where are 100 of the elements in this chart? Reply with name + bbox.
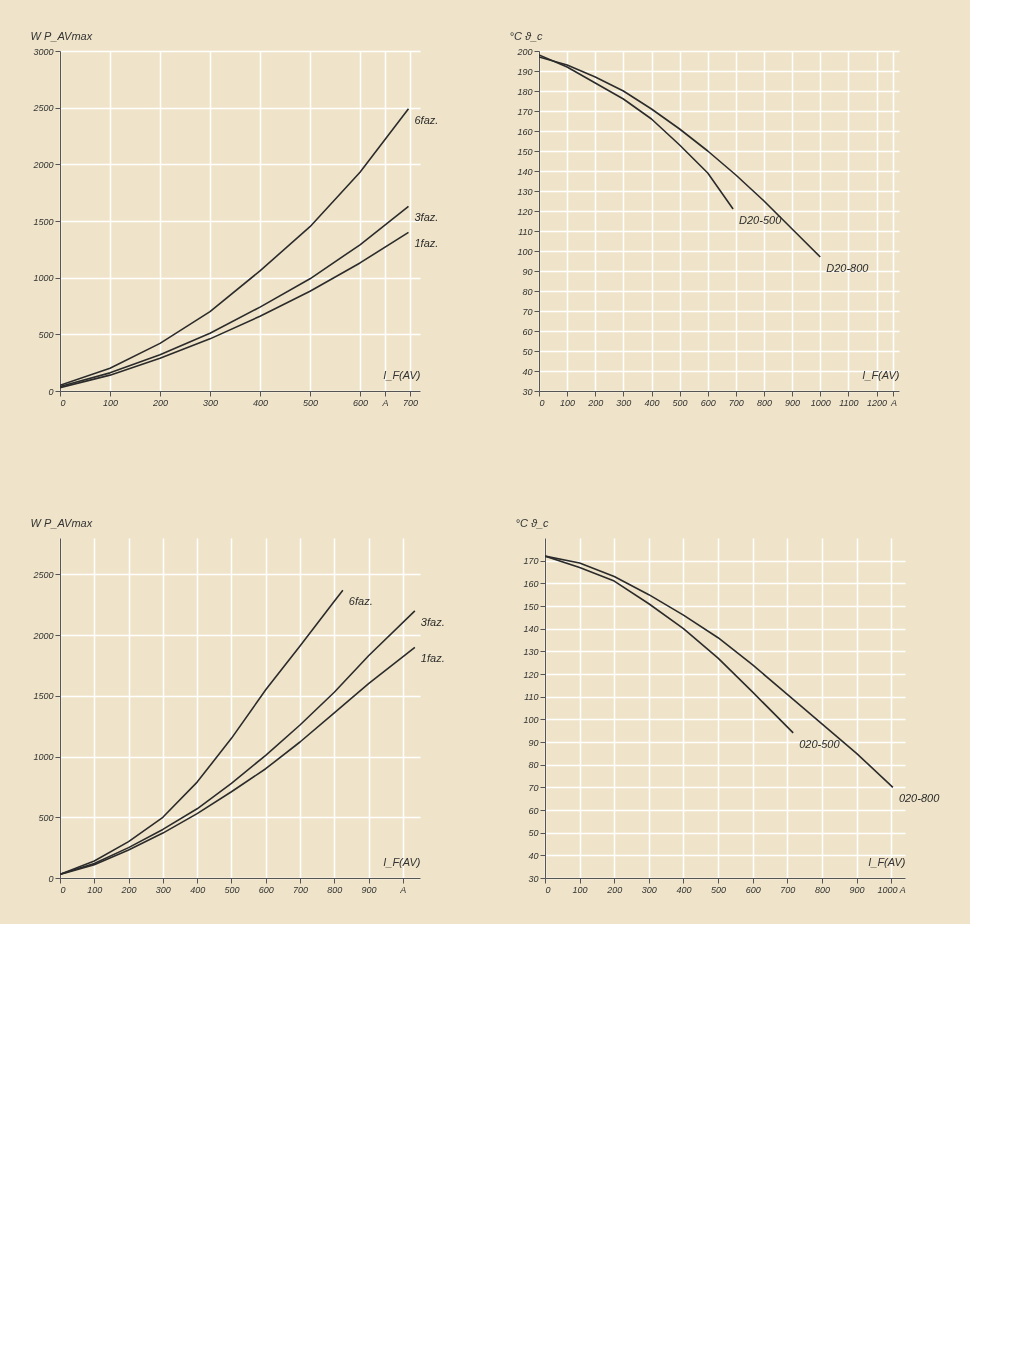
x-tick-label: 1100 — [839, 397, 859, 408]
y-tick-label: 40 — [522, 366, 533, 377]
y-tick-label: 120 — [523, 669, 539, 680]
y-tick-label: 130 — [517, 186, 533, 197]
x-tick-label: 800 — [814, 884, 830, 895]
x-tick-label: 700 — [402, 397, 419, 408]
y-tick-label: 160 — [517, 126, 533, 137]
x-tick-label: 200 — [120, 884, 137, 895]
y-tick-label: 2000 — [32, 630, 54, 641]
series-label: 6faz. — [414, 113, 439, 126]
y-tick-label: 1500 — [33, 691, 54, 702]
series-label: 1faz. — [420, 652, 445, 665]
y-tick-label: 90 — [522, 266, 533, 277]
x-tick-label: 900 — [785, 397, 801, 408]
x-tick-label: 600 — [352, 397, 369, 408]
y-tick-label: 0 — [48, 386, 54, 397]
x-tick-label: 200 — [587, 397, 604, 408]
series-label: 3faz. — [420, 615, 445, 628]
y-tick-label: 170 — [523, 556, 539, 567]
y-tick-label: 2000 — [32, 159, 54, 170]
y-tick-label: 50 — [528, 828, 539, 839]
x-tick-label: A — [381, 397, 389, 408]
y-tick-label: 150 — [517, 146, 533, 157]
y-tick-label: 120 — [517, 206, 533, 217]
x-tick-label: 600 — [745, 884, 761, 895]
x-tick-label: 200 — [606, 884, 623, 895]
y-axis-title: °C ϑ_c — [515, 516, 550, 529]
x-tick-label: 100 — [102, 397, 119, 408]
y-tick-label: 500 — [38, 329, 54, 340]
y-tick-label: 60 — [528, 805, 539, 816]
x-axis-title: I_F(AV) — [862, 368, 900, 381]
y-tick-label: 110 — [524, 692, 539, 703]
x-tick-label: 400 — [252, 397, 269, 408]
x-tick-label: 400 — [190, 884, 206, 895]
x-tick-label: 500 — [672, 397, 688, 408]
x-tick-label: 800 — [327, 884, 343, 895]
series-label: 1faz. — [414, 237, 439, 250]
y-tick-label: 2500 — [32, 569, 54, 580]
y-tick-label: 130 — [523, 646, 539, 657]
y-tick-label: 80 — [528, 760, 539, 771]
y-axis-title: °C ϑ_c — [509, 29, 544, 42]
y-tick-label: 80 — [522, 286, 533, 297]
x-tick-label: 300 — [616, 397, 632, 408]
x-tick-label: 1000 A — [877, 884, 906, 895]
y-tick-label: 40 — [528, 850, 539, 861]
series-label: D20-800 — [826, 262, 870, 274]
x-tick-label: 500 — [711, 884, 727, 895]
series-label: 020-800 — [898, 792, 941, 805]
x-tick-label: 600 — [700, 397, 716, 408]
x-tick-label: 0 — [60, 884, 66, 895]
x-tick-label: 900 — [361, 884, 377, 895]
x-tick-label: 1000 — [810, 397, 831, 408]
x-tick-label: 700 — [728, 397, 744, 408]
series-label: D20-500 — [739, 214, 783, 226]
series-label: 3faz. — [414, 211, 439, 224]
y-tick-label: 180 — [517, 86, 533, 97]
x-tick-label: 800 — [756, 397, 773, 408]
y-tick-label: 110 — [518, 226, 533, 237]
y-tick-label: 150 — [523, 601, 539, 612]
y-tick-label: 190 — [517, 66, 533, 77]
y-tick-label: 30 — [522, 386, 533, 397]
y-tick-label: 1000 — [33, 273, 54, 284]
x-tick-label: 700 — [780, 884, 796, 895]
y-tick-label: 3000 — [33, 46, 54, 57]
y-tick-label: 0 — [48, 873, 54, 884]
x-tick-label: 100 — [572, 884, 588, 895]
x-tick-label: 400 — [644, 397, 660, 408]
y-tick-label: 500 — [38, 812, 54, 823]
x-tick-label: 700 — [292, 884, 309, 895]
y-tick-label: 30 — [528, 873, 539, 884]
x-tick-label: 0 — [545, 884, 551, 895]
x-tick-label: 400 — [676, 884, 692, 895]
y-tick-label: 70 — [522, 306, 533, 317]
y-tick-label: 2500 — [32, 103, 54, 114]
x-tick-label: 100 — [87, 884, 103, 895]
y-axis-title: W P_AVmax — [30, 29, 93, 42]
y-axis-title: W P_AVmax — [30, 516, 93, 529]
y-tick-label: 60 — [522, 326, 533, 337]
x-axis-title: I_F(AV) — [383, 368, 421, 381]
y-tick-label: 70 — [528, 782, 539, 793]
y-tick-label: 160 — [523, 578, 539, 589]
series-label: 020-500 — [799, 737, 841, 750]
x-axis-title: I_F(AV) — [868, 855, 906, 868]
x-tick-label: 600 — [258, 884, 274, 895]
x-tick-label: A — [399, 884, 407, 895]
x-tick-label: 200 — [151, 397, 169, 408]
x-tick-label: A — [889, 397, 897, 408]
x-tick-label: 900 — [849, 884, 865, 895]
y-tick-label: 100 — [523, 714, 539, 725]
x-tick-label: 500 — [302, 397, 319, 408]
y-tick-label: 90 — [528, 737, 539, 748]
y-tick-label: 170 — [517, 106, 533, 117]
x-tick-label: 1200 — [866, 397, 888, 408]
x-tick-label: 100 — [560, 397, 576, 408]
x-tick-label: 0 — [60, 397, 66, 408]
y-tick-label: 1500 — [33, 216, 54, 227]
y-tick-label: 200 — [516, 46, 533, 57]
x-tick-label: 300 — [641, 884, 657, 895]
y-tick-label: 1000 — [33, 752, 54, 763]
y-tick-label: 140 — [523, 624, 539, 635]
